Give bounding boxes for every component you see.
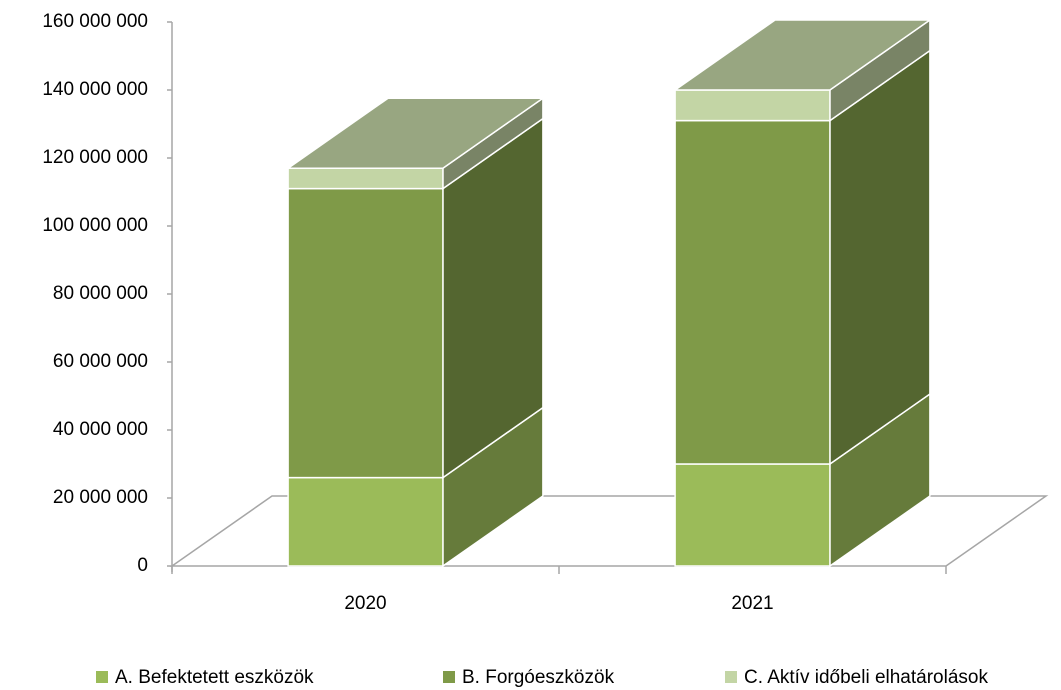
y-tick-label: 0: [137, 555, 148, 576]
bar: [674, 89, 831, 122]
y-tick-label: 60 000 000: [53, 351, 148, 372]
y-tick-label: 100 000 000: [42, 215, 148, 236]
bar-top: [285, 97, 546, 169]
y-tick-label: 80 000 000: [53, 283, 148, 304]
legend-swatch: [96, 671, 108, 683]
bar-top: [672, 19, 933, 91]
y-tick-label: 120 000 000: [42, 147, 148, 168]
bar: [674, 119, 831, 465]
x-tick-label: 2020: [344, 593, 386, 614]
x-tick-label: 2021: [731, 593, 773, 614]
bar: [287, 167, 444, 190]
y-tick-label: 160 000 000: [42, 11, 148, 32]
legend-label: A. Befektetett eszközök: [115, 667, 314, 688]
bar-side: [829, 49, 931, 466]
y-tick-label: 40 000 000: [53, 419, 148, 440]
y-tick-label: 20 000 000: [53, 487, 148, 508]
bar: [287, 476, 444, 567]
legend-label: C. Aktív időbeli elhatárolások: [744, 667, 988, 688]
y-tick-label: 140 000 000: [42, 79, 148, 100]
legend-label: B. Forgóeszközök: [462, 667, 615, 688]
legend-swatch: [725, 671, 737, 683]
bar: [287, 187, 444, 479]
bar: [674, 463, 831, 567]
legend-swatch: [443, 671, 455, 683]
